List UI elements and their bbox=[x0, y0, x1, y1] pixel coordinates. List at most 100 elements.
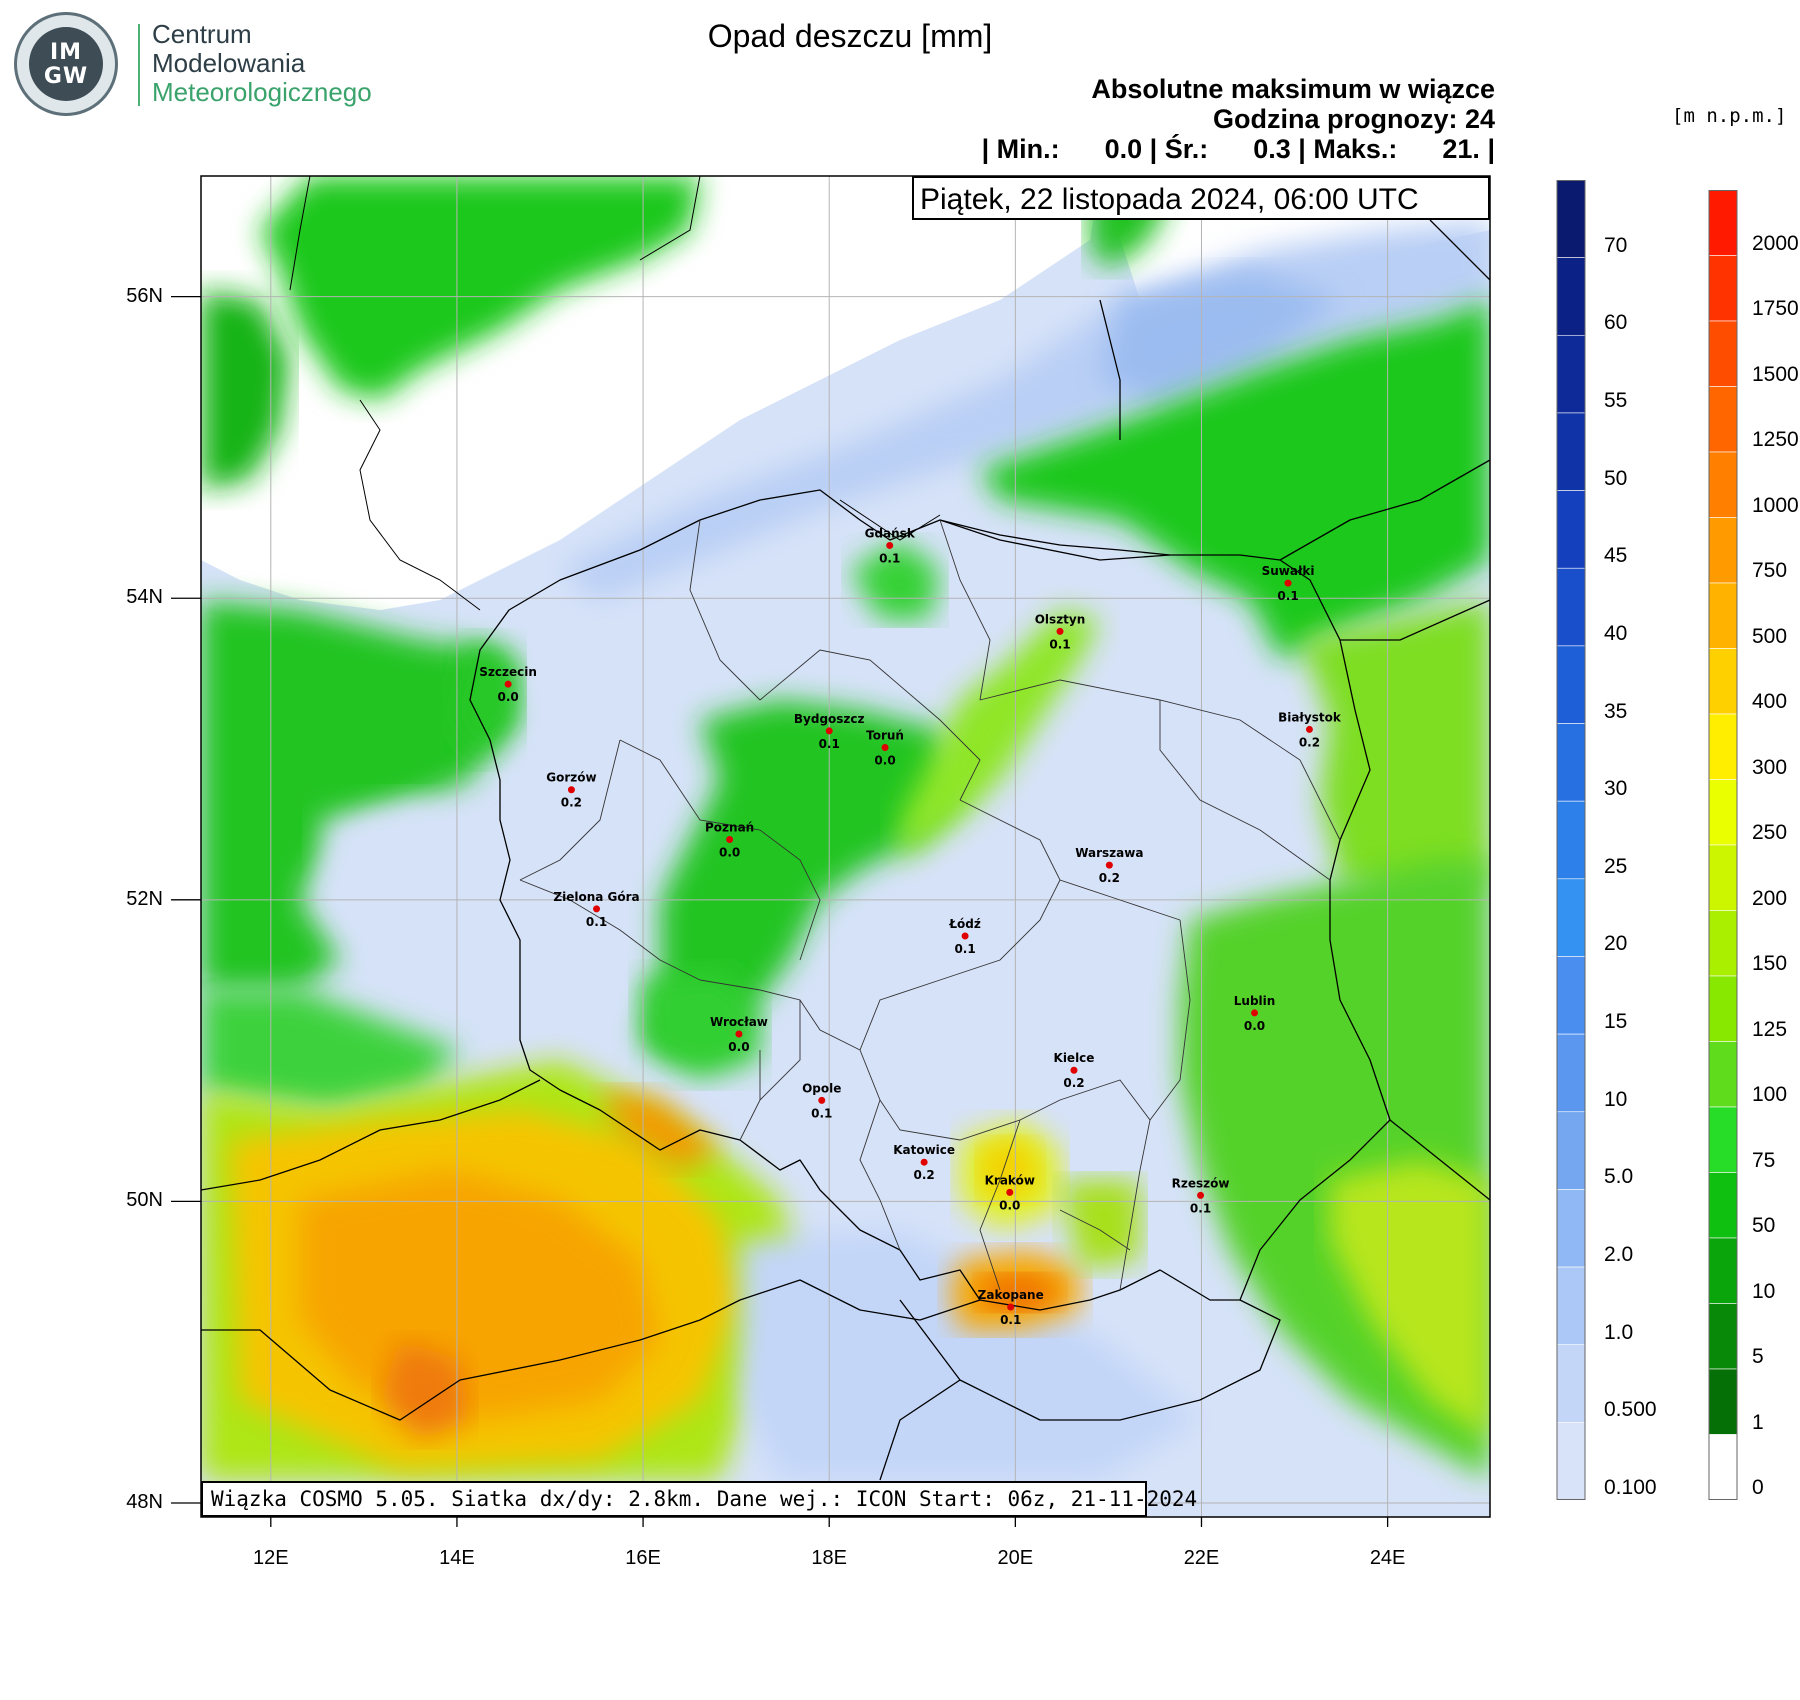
lat-label: 56N bbox=[126, 284, 163, 307]
city-marker bbox=[920, 1158, 928, 1166]
rain-colorbar-swatch bbox=[1556, 180, 1586, 258]
city-marker bbox=[1305, 725, 1313, 733]
country-borders bbox=[200, 219, 1491, 1481]
rain-colorbar-label: 50 bbox=[1604, 466, 1628, 490]
terrain-colorbar-label: 0 bbox=[1752, 1476, 1764, 1499]
scandinavia-land bbox=[260, 176, 700, 400]
lat-label: 54N bbox=[126, 586, 163, 609]
city-marker bbox=[1006, 1188, 1014, 1196]
rain-colorbar-swatch bbox=[1556, 490, 1586, 569]
city-marker bbox=[1105, 861, 1113, 869]
terrain-colorbar-swatch bbox=[1708, 910, 1738, 977]
city-marker bbox=[504, 680, 512, 688]
terrain-colorbar-swatch bbox=[1708, 1106, 1738, 1173]
terrain-colorbar-label: 50 bbox=[1752, 1214, 1776, 1237]
rain-colorbar-swatch bbox=[1556, 567, 1586, 647]
terrain-colorbar-label: 1250 bbox=[1752, 428, 1799, 451]
lon-label: 14E bbox=[439, 1547, 475, 1569]
terrain-colorbar-swatch bbox=[1708, 1368, 1738, 1435]
city-value: 0.0 bbox=[1244, 1019, 1265, 1033]
terrain-colorbar-label: 125 bbox=[1752, 1017, 1788, 1041]
rain-colorbar-swatch bbox=[1556, 334, 1586, 414]
terrain-colorbar-swatch bbox=[1708, 844, 1738, 911]
city-markers: Gdańsk 0.1 Suwałki 0.1 Olsztyn 0.1 Szczecin 0.0… bbox=[479, 526, 1342, 1327]
lon-label: 18E bbox=[811, 1547, 847, 1569]
city-value: 0.0 bbox=[874, 754, 895, 768]
rain-colorbar-swatch bbox=[1556, 800, 1586, 880]
terrain-colorbar-label: 1000 bbox=[1752, 493, 1799, 517]
terrain-colorbar-swatch bbox=[1708, 451, 1738, 518]
terrain-colorbar-label: 1750 bbox=[1752, 297, 1799, 320]
city-name: Kraków bbox=[985, 1173, 1035, 1187]
city-marker bbox=[1284, 579, 1292, 587]
organization-name: Centrum Modelowania Meteorologicznego bbox=[152, 19, 372, 107]
rain-colorbar-label: 20 bbox=[1604, 932, 1628, 956]
lon-label: 12E bbox=[253, 1547, 289, 1569]
city-name: Kielce bbox=[1054, 1051, 1095, 1065]
city-value: 0.1 bbox=[1277, 589, 1298, 603]
terrain-colorbar-swatch bbox=[1708, 1041, 1738, 1108]
terrain-colorbar-label: 75 bbox=[1752, 1148, 1776, 1172]
terrain-colorbar-swatch bbox=[1708, 517, 1738, 584]
city-marker bbox=[825, 727, 833, 735]
terrain-colorbar-label: 2000 bbox=[1752, 231, 1799, 255]
subtitle-method: Absolutne maksimum w wiązce bbox=[1091, 74, 1495, 104]
rain-colorbar-label: 60 bbox=[1604, 311, 1628, 335]
rain-colorbar-swatch bbox=[1556, 878, 1586, 957]
voivodeship-borders bbox=[519, 519, 1341, 1291]
rain-colorbar-swatch bbox=[1556, 257, 1586, 336]
lat-label: 52N bbox=[126, 887, 163, 910]
terrain-colorbar-label: 500 bbox=[1752, 624, 1788, 648]
city-marker bbox=[726, 836, 734, 843]
city-marker bbox=[1070, 1066, 1078, 1074]
terrain-colorbar-swatch bbox=[1708, 1303, 1738, 1370]
rain-colorbar-label: 1.0 bbox=[1604, 1320, 1634, 1344]
rain-colorbar-label: 25 bbox=[1604, 854, 1628, 878]
axis-ticks bbox=[171, 295, 1389, 1527]
terrain-colorbar-label: 1500 bbox=[1752, 362, 1799, 386]
terrain-colorbar-label: 750 bbox=[1752, 559, 1788, 582]
city-name: Gdańsk bbox=[865, 526, 916, 540]
city-value: 0.1 bbox=[1190, 1201, 1211, 1215]
terrain-colorbar-swatch bbox=[1708, 582, 1738, 649]
rain-colorbar-label: 40 bbox=[1604, 621, 1628, 645]
rain-colorbar-label: 0.100 bbox=[1604, 1476, 1657, 1499]
city-name: Warszawa bbox=[1075, 846, 1143, 860]
rain-colorbar-label: 0.500 bbox=[1604, 1398, 1657, 1422]
rain-colorbar-swatch bbox=[1556, 1033, 1586, 1113]
city-marker bbox=[593, 905, 601, 913]
rain-colorbar-swatch bbox=[1556, 1111, 1586, 1190]
terrain-unit-label: [m n.p.m.] bbox=[1672, 105, 1787, 127]
city-name: Łódź bbox=[948, 917, 981, 931]
city-marker bbox=[735, 1030, 743, 1038]
city-name: Bydgoszcz bbox=[794, 712, 865, 726]
city-value: 0.2 bbox=[1299, 735, 1320, 749]
terrain-colorbar-label: 150 bbox=[1752, 952, 1788, 975]
rain-colorbar-swatch bbox=[1556, 1266, 1586, 1346]
city-marker bbox=[567, 786, 575, 794]
terrain-colorbar-label: 300 bbox=[1752, 755, 1788, 779]
terrain-colorbar-swatch bbox=[1708, 779, 1738, 846]
city-value: 0.2 bbox=[914, 1168, 935, 1182]
terrain-colorbar-label: 5 bbox=[1752, 1345, 1764, 1368]
rain-colorbar-swatch bbox=[1556, 412, 1586, 491]
rain-colorbar-label: 30 bbox=[1604, 777, 1628, 801]
rain-colorbar-swatch bbox=[1556, 723, 1586, 802]
map-frame bbox=[200, 175, 1491, 1518]
city-marker bbox=[961, 932, 969, 940]
rain-colorbar-swatch bbox=[1556, 956, 1586, 1035]
terrain-colorbar-label: 200 bbox=[1752, 886, 1788, 910]
city-marker bbox=[1056, 627, 1064, 635]
city-value: 0.2 bbox=[561, 796, 582, 810]
terrain-colorbar-swatch bbox=[1708, 1434, 1738, 1500]
terrain-colorbar-frame bbox=[1708, 190, 1738, 1500]
city-value: 0.2 bbox=[1063, 1076, 1084, 1090]
city-value: 0.0 bbox=[999, 1198, 1020, 1212]
city-name: Zielona Góra bbox=[553, 890, 639, 904]
city-name: Poznań bbox=[705, 821, 754, 835]
city-name: Katowice bbox=[893, 1143, 955, 1157]
city-marker bbox=[1007, 1303, 1015, 1311]
terrain-colorbar-label: 10 bbox=[1752, 1279, 1776, 1303]
rain-colorbar-label: 2.0 bbox=[1604, 1243, 1634, 1267]
terrain-colorbar-label: 100 bbox=[1752, 1083, 1788, 1106]
